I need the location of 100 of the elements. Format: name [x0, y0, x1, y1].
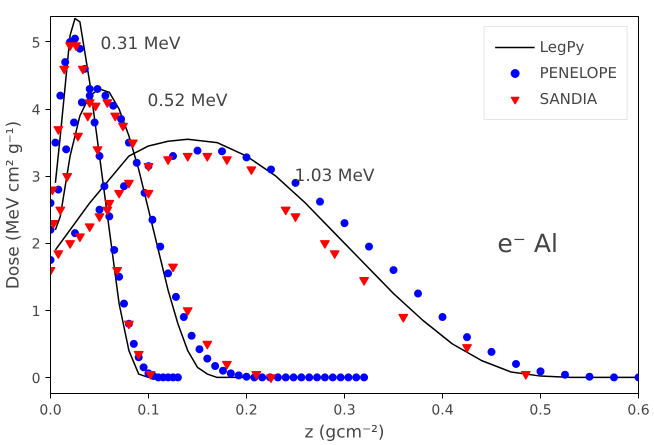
point — [182, 152, 193, 162]
point — [282, 373, 290, 382]
point — [118, 122, 128, 132]
point — [258, 373, 266, 382]
point — [536, 367, 544, 376]
point — [202, 152, 212, 162]
point — [110, 112, 120, 122]
x-tick-label: 0.0 — [39, 402, 62, 418]
point — [70, 118, 78, 126]
point — [195, 345, 204, 354]
point — [112, 266, 122, 276]
annotation: e⁻ Al — [497, 228, 558, 258]
annotation: 0.52 MeV — [148, 90, 228, 111]
point — [120, 300, 128, 308]
point — [144, 190, 154, 199]
point — [163, 156, 174, 166]
x-tick-label: 0.3 — [333, 402, 356, 418]
point — [488, 348, 496, 356]
y-tick-label: 1 — [32, 304, 41, 320]
point — [130, 340, 138, 348]
point — [115, 272, 124, 281]
point — [102, 99, 112, 108]
point — [164, 269, 172, 278]
x-tick-label: 0.2 — [235, 402, 258, 418]
point — [242, 372, 250, 381]
point — [124, 180, 134, 189]
point — [267, 165, 275, 174]
point — [359, 277, 370, 286]
point — [145, 370, 156, 380]
point — [561, 370, 569, 379]
annotation: 0.31 MeV — [100, 34, 181, 54]
point — [462, 344, 472, 353]
point — [51, 138, 60, 147]
point — [92, 146, 103, 156]
point — [586, 372, 594, 381]
y-tick-label: 0 — [32, 370, 41, 387]
point — [62, 145, 70, 154]
point — [70, 42, 81, 52]
point — [109, 102, 118, 110]
point — [463, 333, 471, 342]
point — [102, 206, 112, 216]
point — [53, 126, 64, 135]
point — [78, 66, 88, 75]
point — [180, 313, 188, 322]
point — [86, 84, 94, 93]
y-axis-title: Dose (MeV cm² g⁻¹) — [4, 120, 24, 290]
point — [74, 233, 85, 242]
point — [182, 307, 193, 316]
point — [251, 370, 262, 380]
legend-label: SANDIA — [540, 90, 598, 108]
point — [610, 373, 618, 382]
point — [114, 190, 124, 199]
point — [290, 213, 300, 222]
point — [360, 373, 368, 382]
x-tick-label: 0.1 — [137, 402, 160, 418]
point — [59, 66, 70, 75]
point — [105, 212, 114, 220]
point — [330, 250, 340, 259]
point — [96, 152, 104, 160]
point — [62, 173, 72, 182]
point — [222, 360, 232, 370]
point — [398, 314, 408, 323]
point — [117, 115, 126, 124]
point — [101, 92, 110, 100]
x-axis-title: z (gcm⁻²) — [304, 422, 385, 442]
annotation: 1.03 MeV — [294, 166, 375, 186]
point — [188, 332, 196, 340]
point — [128, 140, 138, 148]
point — [234, 371, 243, 380]
point — [194, 146, 202, 155]
point — [313, 373, 322, 382]
point — [202, 340, 212, 350]
y-tick-label: 2 — [32, 236, 41, 253]
point — [352, 373, 360, 382]
legend-label: LegPy — [540, 38, 584, 56]
x-tick-label: 0.6 — [627, 402, 650, 418]
point — [100, 182, 108, 190]
point — [90, 118, 99, 126]
point — [512, 360, 520, 368]
point — [61, 58, 70, 66]
point — [82, 112, 93, 122]
x-tick-label: 0.4 — [431, 402, 454, 418]
point — [242, 153, 250, 162]
point — [84, 223, 95, 232]
point — [218, 366, 227, 375]
point — [134, 350, 144, 360]
point — [390, 266, 398, 274]
point — [94, 84, 102, 93]
point — [65, 240, 76, 249]
point — [203, 354, 212, 363]
point — [290, 373, 298, 382]
point — [320, 373, 329, 382]
point — [340, 219, 348, 228]
point — [274, 373, 282, 382]
y-tick-label: 3 — [32, 170, 41, 186]
point — [328, 373, 337, 382]
point — [336, 373, 345, 382]
y-tick-label: 5 — [32, 35, 41, 52]
point — [120, 182, 128, 190]
point — [218, 147, 226, 156]
